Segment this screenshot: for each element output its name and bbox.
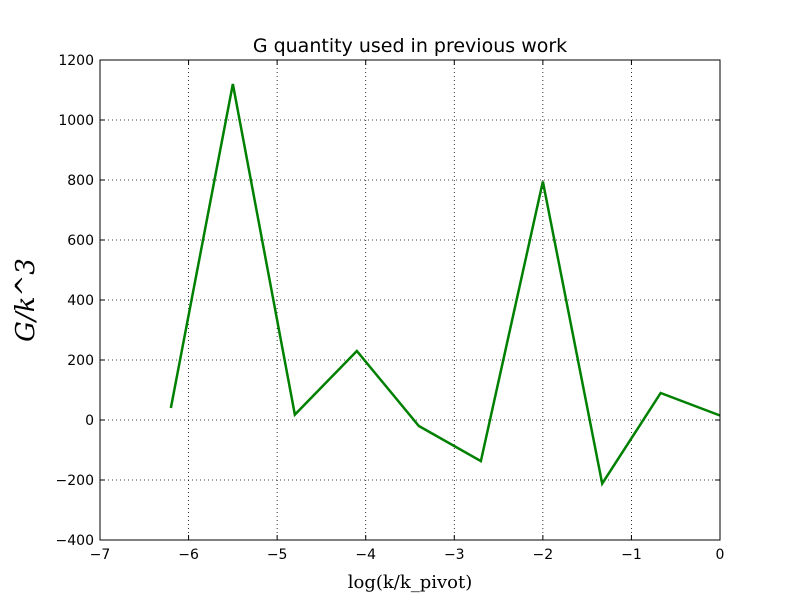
x-tick-label: −7 <box>90 547 111 563</box>
y-axis-label: G/k^3 <box>11 258 41 342</box>
x-tick-label: −3 <box>444 547 465 563</box>
y-tick-label: 400 <box>67 293 94 309</box>
axis-ticks: −7 −6 −5 −4 −3 −2 −1 0 −400 −200 0 200 400 600 800 1000… <box>56 53 725 563</box>
x-axis-label: log(k/k_pivot) <box>348 572 473 593</box>
x-tick-label: −1 <box>621 547 642 563</box>
grid <box>100 60 720 540</box>
x-tick-label: −4 <box>355 547 376 563</box>
series-line <box>169 83 721 487</box>
y-tick-label: 1200 <box>58 53 94 69</box>
y-tick-label: −200 <box>56 473 94 489</box>
x-tick-label: −5 <box>267 547 288 563</box>
x-tick-label: 0 <box>716 547 725 563</box>
y-tick-label: 1000 <box>58 113 94 129</box>
y-tick-label: −400 <box>56 533 94 549</box>
y-tick-label: 800 <box>67 173 94 189</box>
y-tick-label: 0 <box>85 413 94 429</box>
x-tick-label: −2 <box>533 547 554 563</box>
chart-title: G quantity used in previous work <box>253 35 567 57</box>
x-tick-label: −6 <box>178 547 199 563</box>
y-tick-label: 200 <box>67 353 94 369</box>
series-layer <box>169 83 721 487</box>
y-tick-label: 600 <box>67 233 94 249</box>
